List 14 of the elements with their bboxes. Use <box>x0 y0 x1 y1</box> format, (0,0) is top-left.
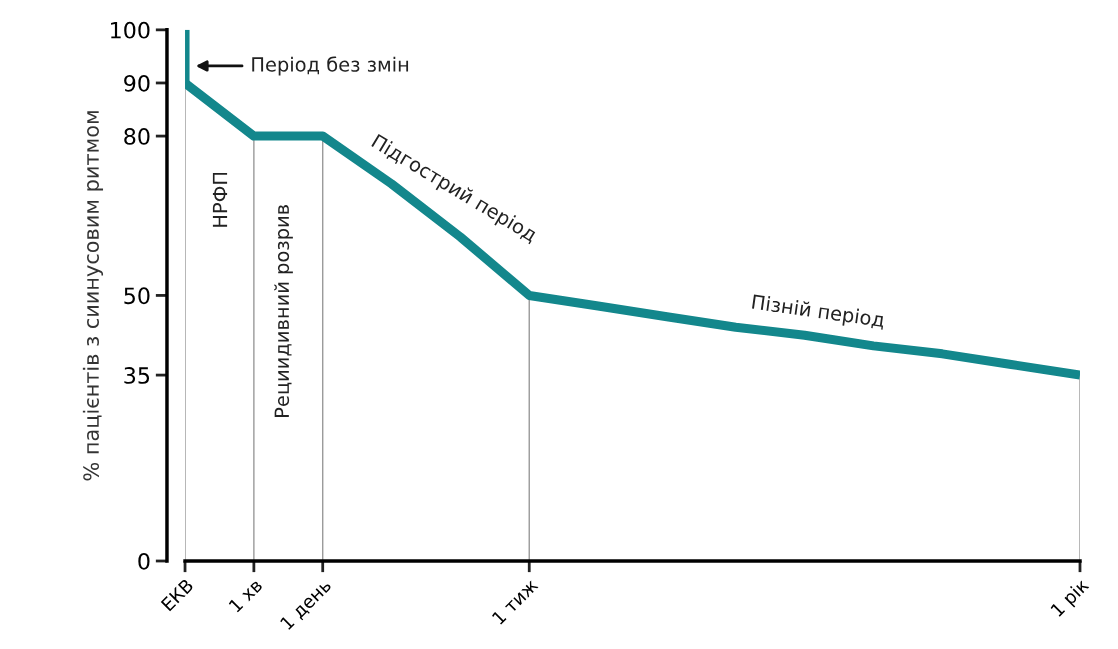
annotation: Рециидивний розрив <box>274 205 293 417</box>
y-axis-title: % пацієнтів з сиинусовим ритмом <box>82 111 104 481</box>
annotation: НРФП <box>212 172 228 227</box>
annotation: Період без змін <box>252 56 409 76</box>
annotation: Пізній період <box>751 293 885 331</box>
x-tick-label: 1 хв <box>228 578 263 613</box>
y-tick-label: 90 <box>124 74 150 92</box>
y-tick-label: 35 <box>124 367 150 384</box>
y-tick-label: 0 <box>138 552 150 570</box>
y-tick-label: 100 <box>111 21 150 39</box>
y-tick-label: 80 <box>124 128 150 145</box>
y-tick-label: 50 <box>124 287 150 305</box>
x-tick-label: 1 рік <box>1049 577 1092 620</box>
x-tick-label: 1 тиж <box>491 577 539 625</box>
